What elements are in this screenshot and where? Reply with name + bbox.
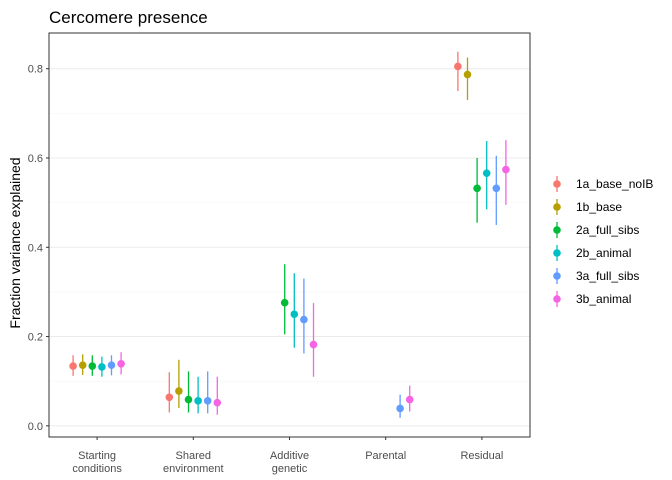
y-tick-label: 0.2 [28,332,43,344]
x-tick-label: Residual [460,450,503,462]
legend: 1a_base_noIB 1b_base 2a_full_sibs 2b_animal… [553,176,653,307]
data-point [396,404,404,413]
data-point [203,397,212,405]
legend-label: 3a_full_sibs [576,269,639,283]
data-point [88,362,97,370]
legend-label: 2b_animal [576,246,631,260]
data-point [492,184,501,193]
x-tick-label: Parental [365,450,406,462]
legend-label: 1b_base [576,200,622,214]
legend-label: 1a_base_noIB [576,177,653,191]
legend-label: 3b_animal [576,292,631,306]
data-point [175,387,183,395]
x-tick-label: Starting conditions [72,450,122,475]
data-point [454,62,462,71]
data-marks [69,51,510,418]
y-tick-label: 0.6 [28,153,43,165]
data-point [194,397,202,405]
data-point [165,393,174,402]
data-point [482,169,491,177]
data-point [280,298,289,307]
data-point [473,184,481,193]
data-point [117,359,125,368]
legend-key-point [553,272,561,280]
plot-panel [48,32,531,438]
legend-key-point [553,203,561,211]
data-point [107,361,116,369]
chart-title: Cercomere presence [49,8,208,27]
y-axis-title: Fraction variance explained [7,157,23,328]
x-tick-label: Shared environment [163,450,224,475]
legend-key-point [553,226,561,234]
data-point [213,398,222,407]
y-tick-label: 0.0 [28,421,43,433]
axes: 0.0 0.2 0.4 0.6 0.8 Starting conditions Shared e… [28,64,504,475]
data-point [290,310,299,319]
data-point [78,361,87,369]
data-point [309,340,318,349]
data-point [184,395,193,404]
legend-label: 2a_full_sibs [576,223,639,237]
data-point [69,362,77,370]
legend-key-point [553,249,561,257]
y-tick-label: 0.8 [28,64,43,76]
data-point [463,70,472,79]
legend-key-point [553,295,561,303]
data-point [502,165,510,174]
data-point [98,363,106,371]
data-point [405,395,414,404]
grid-lines [49,68,530,427]
data-point [300,315,308,324]
x-tick-label: Additive genetic [270,450,309,475]
legend-key-point [553,180,561,188]
y-tick-label: 0.4 [28,242,43,254]
